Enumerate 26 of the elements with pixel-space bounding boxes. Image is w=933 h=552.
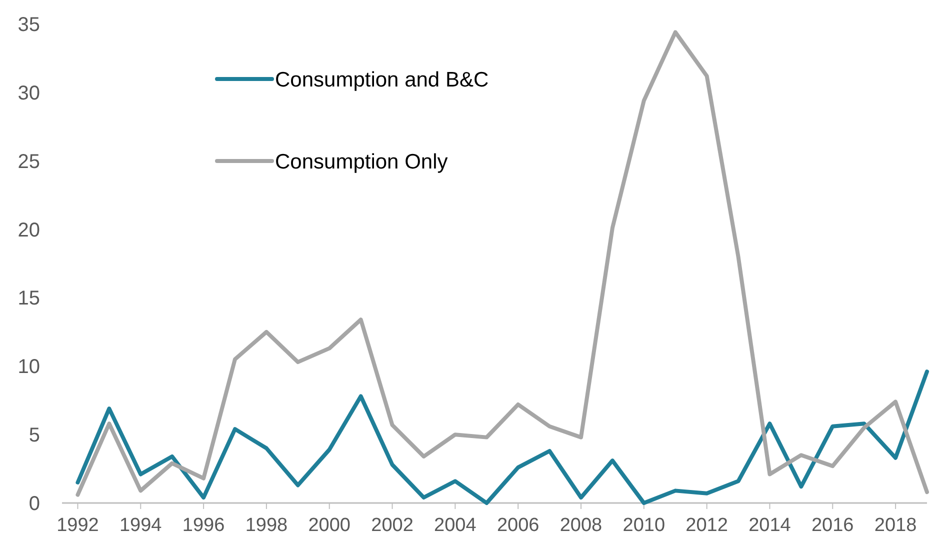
x-tick-label: 2018 bbox=[874, 515, 917, 536]
y-tick-label: 25 bbox=[18, 150, 40, 173]
line-series bbox=[76, 30, 929, 497]
y-tick-label: 5 bbox=[28, 424, 40, 447]
x-tick-label: 2016 bbox=[811, 515, 854, 536]
y-tick-label: 35 bbox=[18, 14, 40, 36]
x-tick-label: 2006 bbox=[496, 515, 540, 536]
x-tick-label: 2014 bbox=[748, 515, 792, 536]
legend-label: Consumption and B&C bbox=[275, 68, 489, 92]
x-tick-label: 2000 bbox=[308, 515, 351, 536]
y-tick-label: 15 bbox=[18, 288, 40, 310]
y-tick-label: 30 bbox=[18, 82, 40, 104]
x-tick-label: 1994 bbox=[119, 515, 162, 536]
y-tick-label: 0 bbox=[28, 493, 40, 515]
x-tick-label: 2010 bbox=[622, 515, 666, 536]
y-tick-label: 20 bbox=[18, 219, 40, 242]
x-tick-label: 2004 bbox=[434, 515, 477, 536]
x-tick-label: 2002 bbox=[371, 515, 414, 536]
line-series bbox=[76, 370, 929, 505]
y-tick-label: 10 bbox=[18, 356, 40, 378]
legend-label: Consumption Only bbox=[275, 150, 448, 174]
x-tick-label: 1998 bbox=[245, 515, 288, 536]
x-tick-label: 2008 bbox=[560, 515, 602, 536]
x-tick-label: 2012 bbox=[686, 515, 728, 536]
x-tick-label: 1996 bbox=[182, 515, 225, 536]
x-tick-label: 1992 bbox=[56, 515, 99, 536]
